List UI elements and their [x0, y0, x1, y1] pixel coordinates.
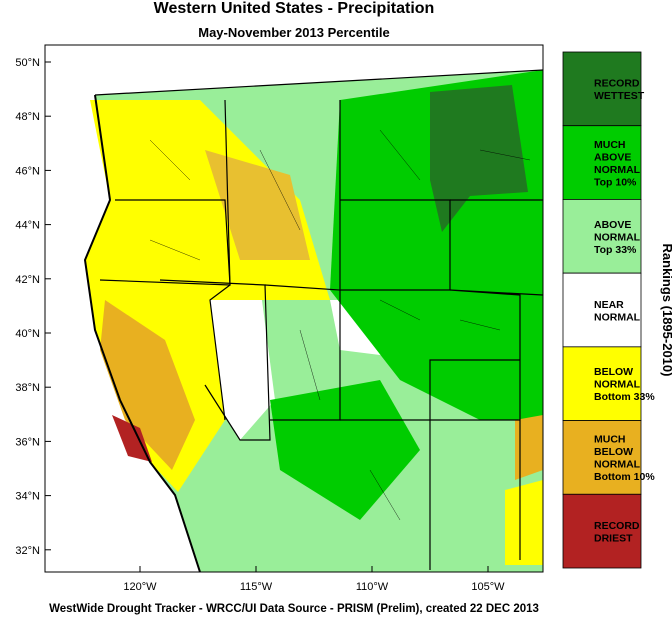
legend-swatch: [562, 125, 642, 200]
legend-label: MUCH: [594, 139, 626, 151]
legend-label: DRIEST: [594, 532, 633, 544]
legend-label: Top 33%: [594, 244, 637, 256]
lat-label: 46°N: [15, 165, 40, 177]
legend-swatch: [562, 199, 642, 274]
legend-label: BELOW: [594, 366, 633, 378]
legend-swatch: [562, 493, 642, 569]
legend-title: Rankings (1895-2010): [660, 244, 672, 377]
title: Western United States - Precipitation: [154, 0, 435, 17]
legend-swatch: [562, 51, 642, 127]
lat-label: 44°N: [15, 220, 40, 232]
legend-swatch: [562, 346, 642, 421]
lon-label: 110°W: [356, 581, 389, 593]
legend-label: NORMAL: [594, 311, 641, 323]
legend-label: RECORD: [594, 78, 640, 90]
legend-label: ABOVE: [594, 219, 631, 231]
lat-label: 34°N: [15, 491, 40, 503]
lat-label: 50°N: [15, 57, 40, 69]
legend-swatch: [562, 272, 642, 348]
legend-label: WETTEST: [594, 90, 645, 102]
lat-label: 40°N: [15, 328, 40, 340]
legend-label: RECORD: [594, 520, 640, 532]
lat-label: 36°N: [15, 436, 40, 448]
lat-label: 38°N: [15, 382, 40, 394]
map-ticks: 50°N 48°N 46°N 44°N 42°N 40°N 38°N 36°N 34°N 32°N…: [15, 57, 505, 593]
legend-label: MUCH: [594, 434, 626, 446]
map: [45, 45, 543, 572]
lon-label: 120°W: [123, 581, 157, 593]
legend-label: Bottom 10%: [594, 471, 655, 483]
lat-label: 32°N: [15, 545, 40, 557]
subtitle: May-November 2013 Percentile: [198, 25, 389, 40]
lon-label: 115°W: [240, 581, 273, 593]
legend-label: Top 10%: [594, 176, 637, 188]
legend-label: Bottom 33%: [594, 391, 655, 403]
legend-label: NORMAL: [594, 231, 641, 243]
lat-label: 48°N: [15, 111, 40, 123]
map-frame: [44, 44, 544, 573]
legend-label: NORMAL: [594, 379, 641, 391]
legend-swatch: [562, 420, 642, 495]
footer: WestWide Drought Tracker - WRCC/UI Data …: [49, 603, 539, 615]
legend-label: ABOVE: [594, 151, 631, 163]
lat-label: 42°N: [15, 274, 40, 286]
lon-label: 105°W: [471, 581, 505, 593]
legend-label: NEAR: [594, 299, 624, 311]
legend-label: NORMAL: [594, 459, 641, 471]
legend-label: BELOW: [594, 446, 633, 458]
legend-label: NORMAL: [594, 164, 641, 176]
